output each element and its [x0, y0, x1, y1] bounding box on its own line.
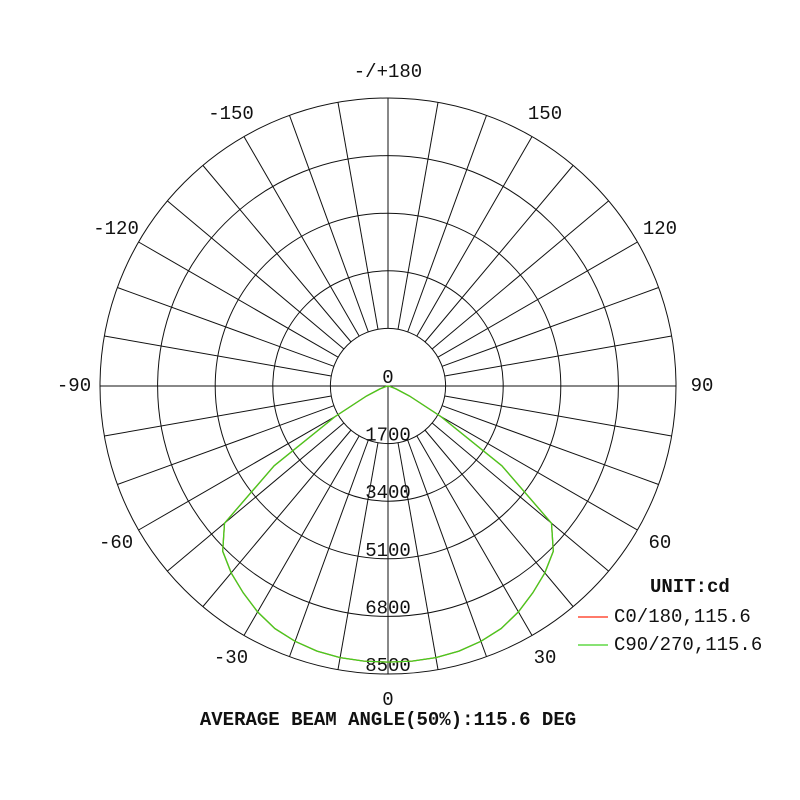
r-tick-label: 3400 [365, 482, 411, 504]
theta-tick-label: 30 [534, 647, 557, 669]
theta-tick-label: -120 [93, 218, 139, 240]
r-tick-label: 0 [382, 367, 393, 389]
r-tick-label: 8500 [365, 655, 411, 677]
r-tick-label: 1700 [365, 425, 411, 447]
theta-tick-label: -150 [208, 103, 254, 125]
theta-tick-label: 120 [643, 218, 677, 240]
theta-tick-label: -/+180 [354, 61, 422, 83]
theta-tick-label: 0 [382, 689, 393, 711]
theta-tick-label: -30 [214, 647, 248, 669]
unit-label: UNIT:cd [650, 576, 730, 598]
theta-tick-label: -90 [57, 375, 91, 397]
theta-tick-label: 90 [691, 375, 714, 397]
r-tick-label: 6800 [365, 597, 411, 619]
legend-label: C90/270,115.6 [614, 634, 762, 656]
theta-tick-label: 150 [528, 103, 562, 125]
r-tick-label: 5100 [365, 540, 411, 562]
theta-tick-label: 60 [649, 532, 672, 554]
theta-tick-label: -60 [99, 532, 133, 554]
legend-label: C0/180,115.6 [614, 606, 751, 628]
footer: AVERAGE BEAM ANGLE(50%):115.6 DEG [200, 709, 576, 731]
series-line [222, 385, 554, 663]
